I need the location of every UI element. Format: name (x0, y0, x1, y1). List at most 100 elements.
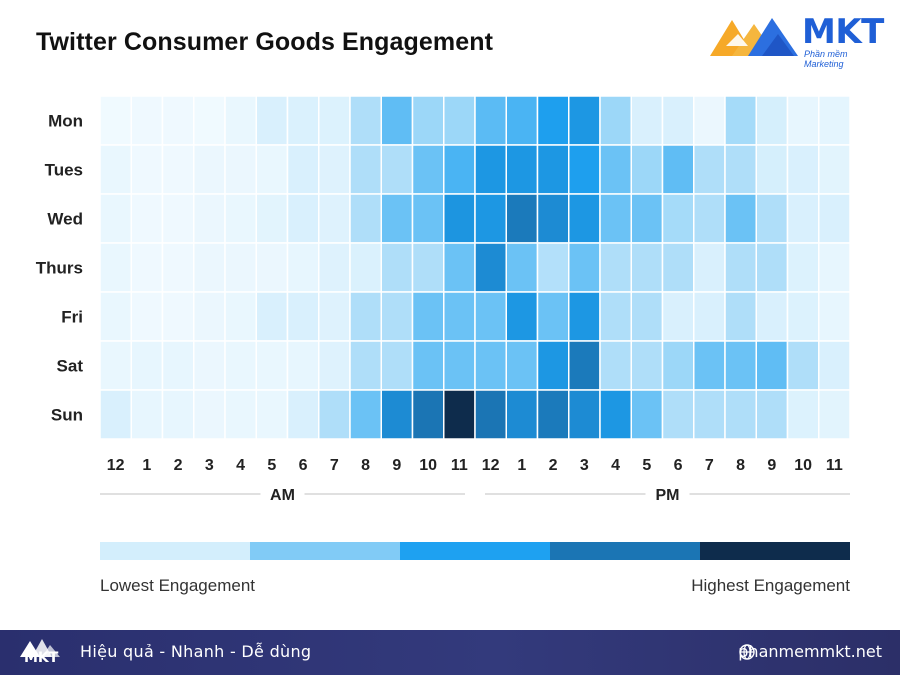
heatmap-cell-mon-14 (536, 95, 570, 146)
heatmap-cell-wed-18 (661, 193, 695, 244)
brand-name: MKT (802, 12, 884, 52)
heatmap-cell-fri-15 (568, 291, 601, 342)
heatmap-cell-fri-2 (161, 291, 195, 342)
heatmap-cell-mon-21 (755, 95, 789, 146)
heatmap-cell-sat-7 (318, 340, 351, 391)
heatmap-cell-tues-7 (318, 144, 351, 195)
row-label-sat: Sat (57, 357, 84, 376)
heatmap-cell-sun-17 (630, 389, 664, 440)
heatmap-cell-fri-1 (130, 291, 164, 342)
heatmap-cell-thurs-22 (786, 242, 820, 293)
heatmap-cell-mon-3 (193, 95, 226, 146)
row-label-tues: Tues (45, 161, 83, 180)
column-label-1: 1 (142, 457, 151, 474)
row-label-sun: Sun (51, 406, 83, 425)
row-label-wed: Wed (47, 210, 83, 229)
heatmap-cell-fri-22 (786, 291, 820, 342)
column-label-7: 7 (330, 457, 339, 474)
heatmap-cell-sat-22 (786, 340, 820, 391)
heatmap-cell-mon-9 (380, 95, 414, 146)
column-label-9: 9 (392, 457, 401, 474)
heatmap-cell-sun-20 (724, 389, 757, 440)
heatmap-cell-tues-13 (505, 144, 539, 195)
heatmap-cell-thurs-20 (724, 242, 757, 293)
heatmap-cell-sat-6 (286, 340, 320, 391)
heatmap-cell-sun-6 (286, 389, 320, 440)
heatmap-cell-wed-23 (818, 193, 851, 244)
heatmap-cell-fri-6 (286, 291, 320, 342)
globe-icon (739, 644, 755, 660)
heatmap-cell-sun-2 (161, 389, 195, 440)
heatmap-cell-mon-20 (724, 95, 757, 146)
heatmap-cell-sat-9 (380, 340, 414, 391)
heatmap-cell-sat-13 (505, 340, 539, 391)
heatmap-cell-tues-8 (349, 144, 382, 195)
footer-website-link[interactable]: phanmemmkt.net (738, 642, 882, 661)
heatmap-cell-mon-8 (349, 95, 382, 146)
legend-swatch-3 (400, 542, 550, 560)
heatmap-cell-thurs-0 (99, 242, 132, 293)
heatmap-cell-sat-10 (411, 340, 445, 391)
mountain-logo-icon (710, 18, 798, 56)
heatmap-cell-wed-16 (599, 193, 632, 244)
heatmap-cell-sun-5 (255, 389, 289, 440)
heatmap-cell-wed-1 (130, 193, 164, 244)
heatmap-cell-mon-11 (443, 95, 476, 146)
heatmap-cell-wed-21 (755, 193, 789, 244)
heatmap-cell-fri-7 (318, 291, 351, 342)
column-label-3: 3 (205, 457, 214, 474)
heatmap-cell-fri-9 (380, 291, 414, 342)
heatmap-cell-wed-0 (99, 193, 132, 244)
heatmap-cell-tues-1 (130, 144, 164, 195)
heatmap-cell-sat-18 (661, 340, 695, 391)
legend-color-scale (100, 542, 850, 560)
heatmap-cell-wed-8 (349, 193, 382, 244)
heatmap-cell-tues-5 (255, 144, 289, 195)
heatmap-cell-wed-6 (286, 193, 320, 244)
heatmap-cell-fri-8 (349, 291, 382, 342)
chart-title: Twitter Consumer Goods Engagement (36, 28, 494, 56)
heatmap-cell-tues-17 (630, 144, 664, 195)
heatmap-cell-sat-0 (99, 340, 132, 391)
heatmap-cell-wed-22 (786, 193, 820, 244)
heatmap-cell-mon-19 (693, 95, 726, 146)
heatmap-cell-mon-5 (255, 95, 289, 146)
heatmap-cell-tues-9 (380, 144, 414, 195)
heatmap-cell-tues-15 (568, 144, 601, 195)
heatmap-cell-thurs-19 (693, 242, 726, 293)
heatmap-cell-mon-18 (661, 95, 695, 146)
heatmap-cell-fri-23 (818, 291, 851, 342)
column-label-13: 1 (517, 457, 526, 474)
heatmap-cell-thurs-9 (380, 242, 414, 293)
heatmap-cell-wed-2 (161, 193, 195, 244)
column-label-5: 5 (267, 457, 276, 474)
heatmap-cell-wed-10 (411, 193, 445, 244)
heatmap-cell-thurs-7 (318, 242, 351, 293)
heatmap-cell-sat-5 (255, 340, 289, 391)
heatmap-cell-thurs-6 (286, 242, 320, 293)
heatmap-cell-sun-18 (661, 389, 695, 440)
heatmap-cell-tues-10 (411, 144, 445, 195)
legend-swatch-2 (250, 542, 400, 560)
column-label-19: 7 (705, 457, 714, 474)
heatmap-cell-sat-4 (224, 340, 257, 391)
heatmap-cell-thurs-12 (474, 242, 507, 293)
heatmap-cell-sun-10 (411, 389, 445, 440)
heatmap-cell-sun-13 (505, 389, 539, 440)
column-label-17: 5 (642, 457, 651, 474)
heatmap-cell-thurs-14 (536, 242, 570, 293)
heatmap-cell-tues-22 (786, 144, 820, 195)
column-label-14: 2 (549, 457, 558, 474)
heatmap-cell-wed-3 (193, 193, 226, 244)
heatmap-cell-wed-7 (318, 193, 351, 244)
heatmap-cell-thurs-15 (568, 242, 601, 293)
heatmap-cell-thurs-21 (755, 242, 789, 293)
heatmap-cell-sun-22 (786, 389, 820, 440)
heatmap-cell-tues-6 (286, 144, 320, 195)
heatmap-cell-sun-15 (568, 389, 601, 440)
mkt-logo: MKT Phần mềm Marketing (708, 12, 888, 69)
column-label-20: 8 (736, 457, 745, 474)
heatmap-cell-sat-16 (599, 340, 632, 391)
heatmap-cell-tues-16 (599, 144, 632, 195)
